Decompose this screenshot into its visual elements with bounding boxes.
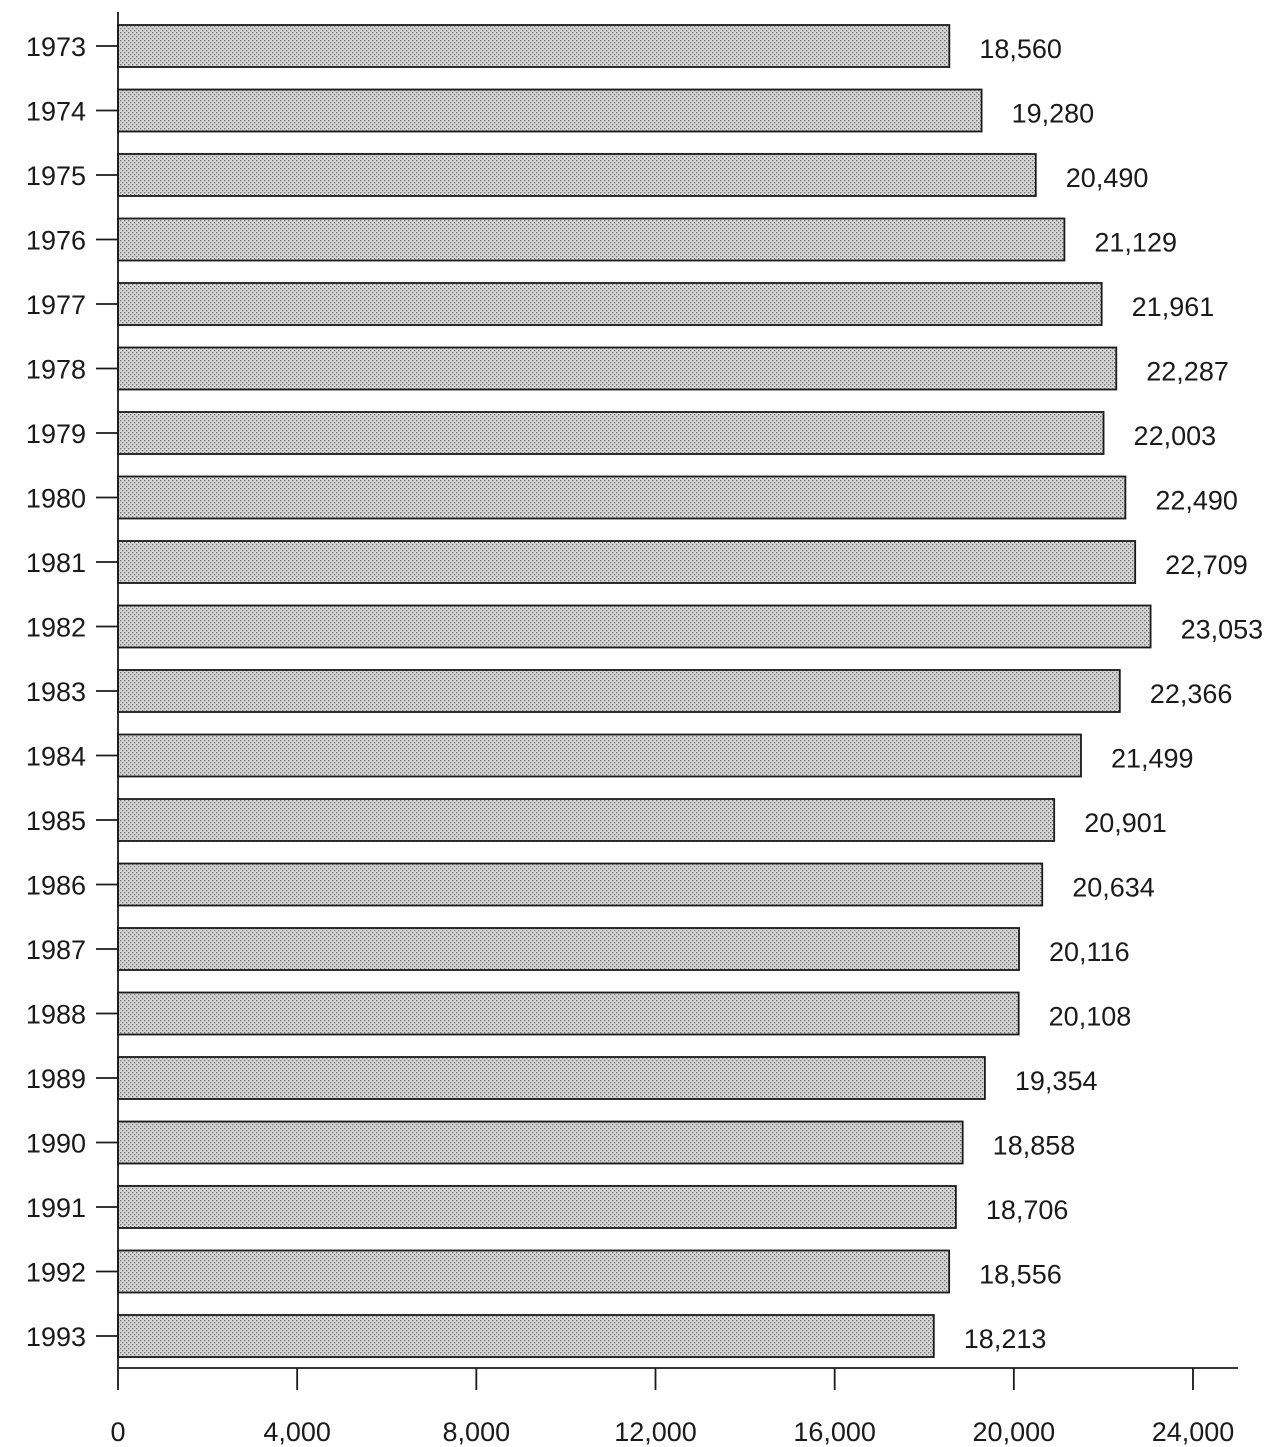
- category-label-1986: 1986: [26, 871, 86, 901]
- category-label-1977: 1977: [26, 290, 86, 320]
- category-label-1987: 1987: [26, 935, 86, 965]
- value-label-1991: 18,706: [986, 1195, 1069, 1225]
- category-label-1983: 1983: [26, 677, 86, 707]
- bar-1979: [117, 411, 1105, 455]
- category-label-1980: 1980: [26, 484, 86, 514]
- category-label-1982: 1982: [26, 613, 86, 643]
- bars-layer: [117, 24, 1152, 1358]
- category-label-1984: 1984: [26, 742, 86, 772]
- value-label-1989: 19,354: [1015, 1066, 1098, 1096]
- value-label-1987: 20,116: [1049, 937, 1130, 967]
- value-label-1980: 22,490: [1155, 486, 1238, 516]
- bar-1990: [117, 1120, 964, 1165]
- value-label-1986: 20,634: [1072, 873, 1155, 903]
- category-label-1979: 1979: [26, 419, 86, 449]
- category-label-1990: 1990: [26, 1129, 86, 1159]
- bar-1982: [117, 604, 1152, 649]
- bar-1986: [117, 862, 1044, 907]
- bar-1989: [117, 1056, 986, 1100]
- category-label-1988: 1988: [26, 1000, 86, 1030]
- x-tick-label-20000: 20,000: [973, 1417, 1056, 1447]
- value-label-1974: 19,280: [1012, 99, 1095, 129]
- category-label-1992: 1992: [26, 1258, 86, 1288]
- category-label-1991: 1991: [26, 1193, 86, 1223]
- bar-1991: [117, 1185, 957, 1229]
- labels-layer: 1973 18,560 1974 19,280 1975 20,490 1976 21,129…: [26, 32, 1263, 1447]
- bar-1975: [117, 153, 1037, 197]
- category-label-1978: 1978: [26, 355, 86, 385]
- value-label-1988: 20,108: [1049, 1002, 1132, 1032]
- bar-1974: [117, 88, 983, 133]
- bar-1985: [117, 798, 1056, 842]
- bar-1984: [117, 733, 1082, 778]
- value-label-1990: 18,858: [993, 1131, 1076, 1161]
- bar-1993: [117, 1314, 935, 1358]
- bar-1977: [117, 282, 1103, 326]
- bar-1987: [117, 927, 1020, 971]
- value-label-1979: 22,003: [1134, 421, 1217, 451]
- bar-1992: [117, 1249, 951, 1294]
- value-label-1975: 20,490: [1066, 163, 1149, 193]
- category-label-1974: 1974: [26, 97, 86, 127]
- value-label-1993: 18,213: [964, 1324, 1047, 1354]
- category-label-1989: 1989: [26, 1064, 86, 1094]
- value-label-1973: 18,560: [979, 34, 1062, 64]
- axes-layer: [96, 12, 1238, 1390]
- value-label-1978: 22,287: [1146, 357, 1229, 387]
- value-label-1984: 21,499: [1111, 744, 1194, 774]
- category-label-1981: 1981: [26, 548, 86, 578]
- bar-1988: [117, 991, 1020, 1036]
- bar-1978: [117, 346, 1118, 391]
- bar-1980: [117, 475, 1127, 520]
- x-tick-label-24000: 24,000: [1152, 1417, 1235, 1447]
- value-label-1982: 23,053: [1181, 615, 1264, 645]
- bar-1981: [117, 540, 1137, 584]
- bar-1973: [117, 24, 951, 68]
- x-tick-label-0: 0: [110, 1417, 125, 1447]
- value-label-1992: 18,556: [979, 1260, 1062, 1290]
- value-label-1981: 22,709: [1165, 550, 1248, 580]
- value-label-1983: 22,366: [1150, 679, 1233, 709]
- value-label-1985: 20,901: [1084, 808, 1167, 838]
- value-label-1976: 21,129: [1094, 228, 1177, 258]
- category-label-1975: 1975: [26, 161, 86, 191]
- category-label-1976: 1976: [26, 226, 86, 256]
- x-tick-label-4000: 4,000: [263, 1417, 331, 1447]
- category-label-1985: 1985: [26, 806, 86, 836]
- x-tick-label-8000: 8,000: [443, 1417, 511, 1447]
- value-label-1977: 21,961: [1132, 292, 1215, 322]
- bar-1976: [117, 217, 1066, 262]
- category-label-1973: 1973: [26, 32, 86, 62]
- x-tick-label-16000: 16,000: [793, 1417, 876, 1447]
- category-label-1993: 1993: [26, 1322, 86, 1352]
- x-tick-label-12000: 12,000: [614, 1417, 697, 1447]
- bar-1983: [117, 669, 1121, 713]
